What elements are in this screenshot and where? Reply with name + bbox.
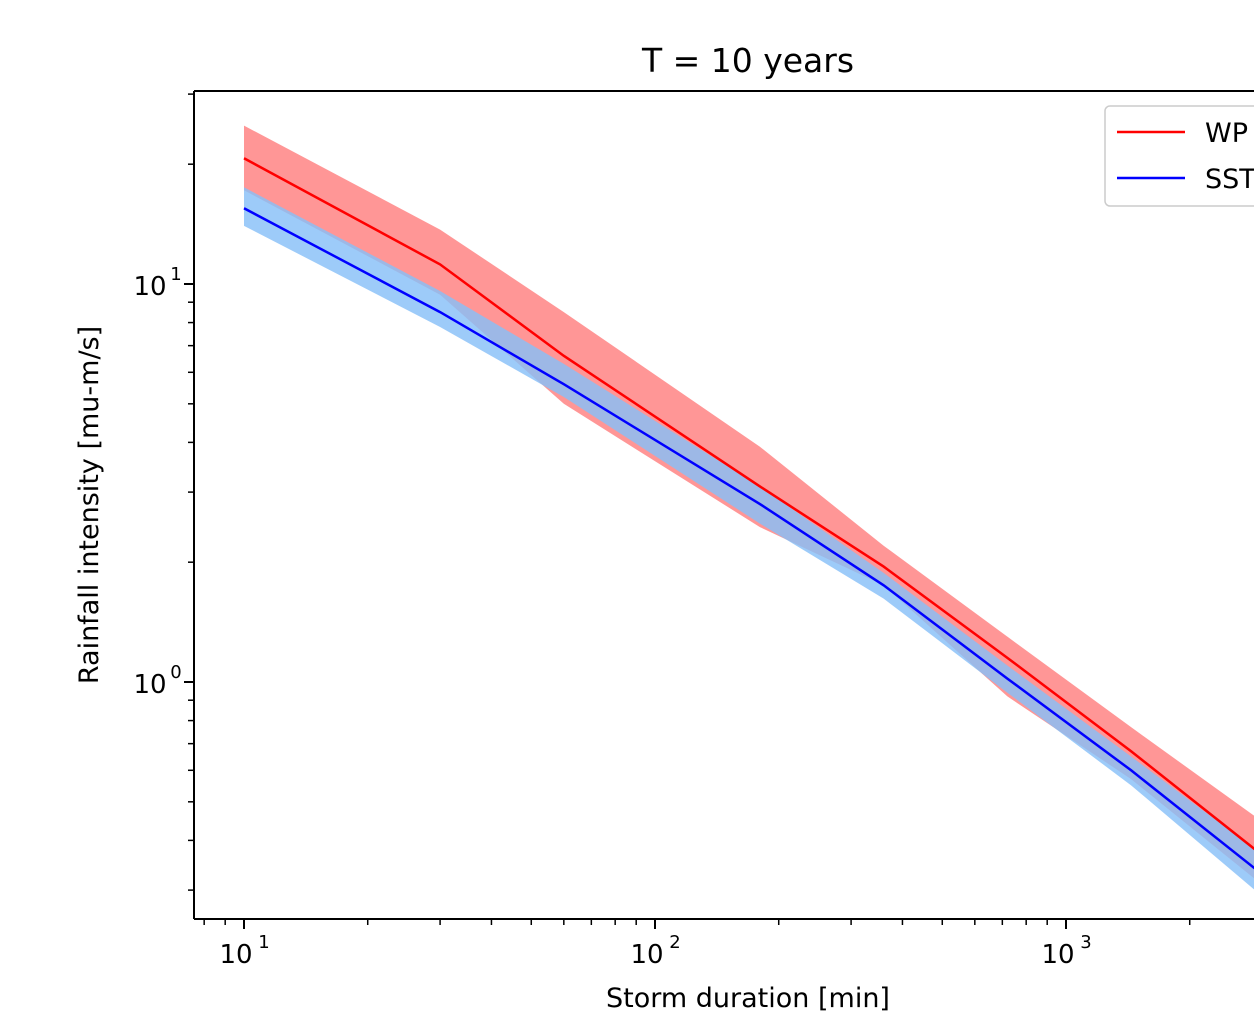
legend-label-wp: WP bbox=[1205, 118, 1248, 149]
x-tick-label-exponent: 1 bbox=[258, 932, 269, 953]
x-tick-label-exponent: 3 bbox=[1080, 932, 1091, 953]
series-lines bbox=[243, 157, 1254, 870]
y-tick-label-exponent: 1 bbox=[170, 264, 181, 285]
legend: WP SST bbox=[1104, 105, 1254, 207]
x-tick-label: 10 bbox=[630, 940, 663, 970]
y-axis-label: Rainfall intensity [mu-m/s] bbox=[74, 326, 105, 684]
y-tick-label: 10 bbox=[133, 272, 166, 302]
legend-label-sst: SST bbox=[1205, 164, 1254, 195]
x-axis-label: Storm duration [min] bbox=[606, 983, 890, 1014]
line-sst bbox=[243, 207, 1254, 870]
x-tick-label: 10 bbox=[219, 940, 252, 970]
x-axis-ticks: 10 1 10 2 10 3 bbox=[203, 919, 1191, 970]
band-sst bbox=[244, 187, 1254, 890]
y-tick-label: 10 bbox=[133, 670, 166, 700]
chart-title: T = 10 years bbox=[641, 41, 854, 80]
line-wp bbox=[243, 157, 1254, 851]
confidence-bands bbox=[244, 125, 1254, 890]
x-tick-label-exponent: 2 bbox=[669, 932, 680, 953]
y-tick-label-exponent: 0 bbox=[170, 662, 181, 683]
x-tick-label: 10 bbox=[1041, 940, 1074, 970]
